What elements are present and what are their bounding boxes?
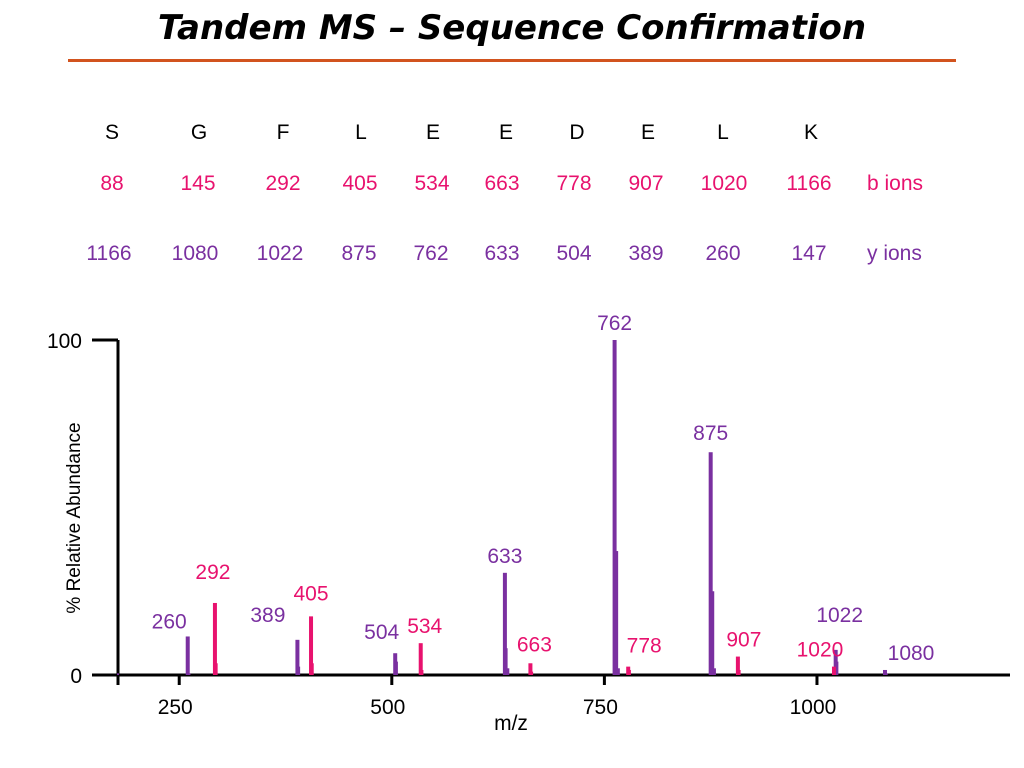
- peak-label-504: 504: [364, 621, 399, 644]
- b-ion-8: 907: [628, 172, 664, 195]
- peak-bar-875: [708, 452, 713, 675]
- sequence-table: S G F L E E D E L K 88 145 292 405 534 6…: [0, 0, 1024, 290]
- peak-bar-633: [502, 572, 507, 675]
- x-tick-label: 1000: [790, 696, 837, 719]
- peak-bar-260: [185, 636, 190, 675]
- peak-bar-778: [626, 666, 631, 675]
- residue-5: E: [425, 121, 441, 144]
- b-ion-4: 405: [342, 172, 378, 195]
- b-ion-2: 145: [180, 172, 216, 195]
- peak-label-260: 260: [152, 610, 187, 633]
- peak-label-1022: 1022: [816, 604, 863, 627]
- peak-labels: 260 389 504 633 762 875 1022 1080 292 405 534 663 77…: [152, 312, 935, 665]
- y-ion-6: 633: [484, 242, 520, 265]
- y-ion-7: 504: [556, 242, 592, 265]
- minor-peaks: [117, 551, 888, 675]
- y-ion-2: 1080: [171, 242, 219, 265]
- residue-9: L: [717, 121, 729, 144]
- y-ion-5: 762: [413, 242, 449, 265]
- residue-10: K: [803, 121, 819, 144]
- y-ion-3: 1022: [256, 242, 304, 265]
- peak-label-762: 762: [597, 312, 632, 335]
- peak-label-292: 292: [195, 561, 230, 584]
- minor-peak-bar: [117, 673, 119, 675]
- b-ion-1: 88: [100, 172, 124, 195]
- labeled-peaks: [185, 340, 888, 675]
- residue-7: D: [569, 121, 585, 144]
- x-tick-label: 500: [370, 696, 405, 719]
- residue-2: G: [190, 121, 208, 144]
- peak-bar-907: [735, 656, 740, 675]
- peak-bar-663: [528, 663, 533, 675]
- b-ion-9: 1020: [700, 172, 748, 195]
- peak-bar-389: [295, 639, 300, 675]
- y-ion-4: 875: [341, 242, 377, 265]
- y-ion-8: 389: [628, 242, 664, 265]
- b-ion-7: 778: [556, 172, 592, 195]
- peak-label-534: 534: [407, 615, 442, 638]
- peak-bar-405: [309, 616, 314, 675]
- b-ion-3: 292: [265, 172, 301, 195]
- y-ion-9: 260: [705, 242, 741, 265]
- b-ion-6: 663: [484, 172, 520, 195]
- peak-label-875: 875: [693, 422, 728, 445]
- peak-bar-1020: [831, 666, 836, 675]
- residue-8: E: [640, 121, 656, 144]
- minor-peak-bar: [616, 551, 619, 675]
- residue-3: F: [276, 121, 290, 144]
- peak-bar-292: [212, 602, 217, 675]
- minor-peak-bar: [617, 668, 620, 675]
- y-ion-1: 1166: [86, 242, 132, 265]
- peak-label-907: 907: [726, 629, 761, 652]
- peak-label-663: 663: [517, 633, 552, 656]
- minor-peak-bar: [712, 591, 715, 675]
- x-axis-label: m/z: [494, 712, 528, 735]
- x-tick-label: 250: [158, 696, 193, 719]
- y-ions-label: y ions: [867, 242, 922, 265]
- residue-1: S: [104, 121, 120, 144]
- peak-bar-534: [418, 643, 423, 675]
- b-ion-10: 1166: [786, 172, 832, 195]
- residue-6: E: [498, 121, 514, 144]
- x-tick-label: 750: [583, 696, 618, 719]
- peak-bar-1022: [833, 649, 838, 675]
- peak-bar-504: [393, 653, 398, 675]
- peak-bar-1080: [883, 669, 888, 675]
- title-underline: [68, 59, 956, 62]
- b-ion-5: 534: [414, 172, 450, 195]
- peak-label-1020: 1020: [797, 639, 844, 662]
- minor-peak-bar: [713, 668, 716, 675]
- peak-label-389: 389: [250, 604, 285, 627]
- chart-axes: 0 100 250 500 750 1000: [47, 330, 1010, 719]
- y-ion-10: 147: [791, 242, 827, 265]
- y-tick-label: 0: [70, 665, 82, 688]
- residue-4: L: [355, 121, 367, 144]
- b-ions-label: b ions: [867, 172, 924, 195]
- page-title: Tandem MS – Sequence Confirmation: [157, 8, 867, 48]
- peak-bar-762: [612, 340, 617, 675]
- peak-label-778: 778: [627, 635, 662, 658]
- peak-label-405: 405: [294, 582, 329, 605]
- y-axis-label: % Relative Abundance: [64, 422, 85, 613]
- peak-label-633: 633: [487, 545, 522, 568]
- y-tick-label: 100: [47, 330, 82, 353]
- minor-peak-bar: [507, 668, 510, 675]
- peak-label-1080: 1080: [888, 642, 935, 665]
